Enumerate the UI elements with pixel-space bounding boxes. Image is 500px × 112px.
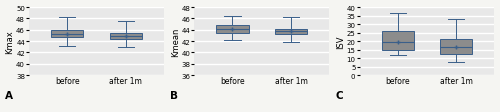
PathPatch shape <box>382 32 414 51</box>
Text: C: C <box>336 90 343 100</box>
PathPatch shape <box>216 25 248 33</box>
Y-axis label: ISV: ISV <box>336 35 345 48</box>
PathPatch shape <box>440 40 472 54</box>
PathPatch shape <box>110 33 142 39</box>
PathPatch shape <box>51 31 84 38</box>
PathPatch shape <box>275 29 307 35</box>
Y-axis label: Kmax: Kmax <box>6 30 15 53</box>
Text: A: A <box>5 90 13 100</box>
Text: B: B <box>170 90 178 100</box>
Y-axis label: Kmean: Kmean <box>171 27 180 56</box>
